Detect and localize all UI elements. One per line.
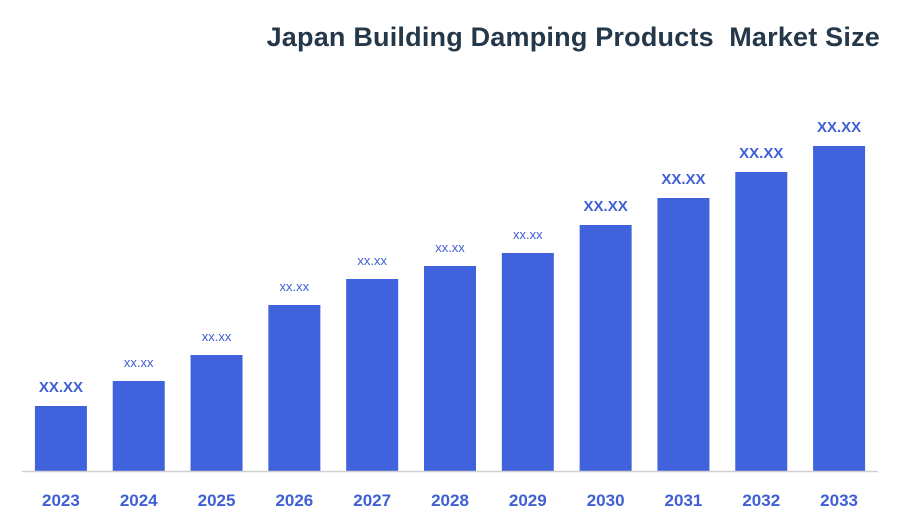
x-tick-label-2028: 2028: [431, 491, 469, 510]
bar-2033: [813, 146, 866, 471]
bar-2023: [34, 406, 87, 471]
bar-2028: [424, 266, 476, 471]
bar-2027: [346, 279, 399, 471]
data-label-2029: xx.xx: [513, 227, 543, 242]
x-tick-label-2033: 2033: [820, 491, 858, 510]
bar-2030: [579, 225, 632, 471]
bar-2025: [190, 355, 243, 471]
data-label-2024: xx.xx: [124, 355, 154, 370]
data-label-2027: xx.xx: [357, 253, 387, 268]
x-tick-label-2025: 2025: [198, 491, 236, 510]
data-label-2030: XX.XX: [584, 198, 628, 215]
bar-2029: [501, 253, 554, 471]
x-tick-label-2023: 2023: [42, 491, 80, 510]
data-label-2023: XX.XX: [39, 379, 83, 396]
chart-title: Japan Building Damping Products Market S…: [266, 22, 880, 52]
data-label-2026: xx.xx: [280, 279, 310, 294]
data-label-2031: XX.XX: [661, 171, 705, 188]
x-tick-label-2032: 2032: [742, 491, 780, 510]
data-label-2025: xx.xx: [202, 329, 232, 344]
data-label-2028: xx.xx: [435, 240, 465, 255]
bar-2024: [112, 381, 165, 471]
bar-2032: [735, 172, 788, 471]
data-label-2032: XX.XX: [739, 145, 783, 162]
x-tick-label-2026: 2026: [275, 491, 313, 510]
x-tick-label-2024: 2024: [120, 491, 158, 510]
bar-2026: [268, 305, 321, 471]
x-tick-label-2030: 2030: [587, 491, 625, 510]
bar-2031: [657, 198, 710, 471]
x-tick-label-2027: 2027: [353, 491, 391, 510]
x-tick-label-2029: 2029: [509, 491, 547, 510]
data-label-2033: XX.XX: [817, 119, 861, 136]
x-tick-label-2031: 2031: [665, 491, 703, 510]
